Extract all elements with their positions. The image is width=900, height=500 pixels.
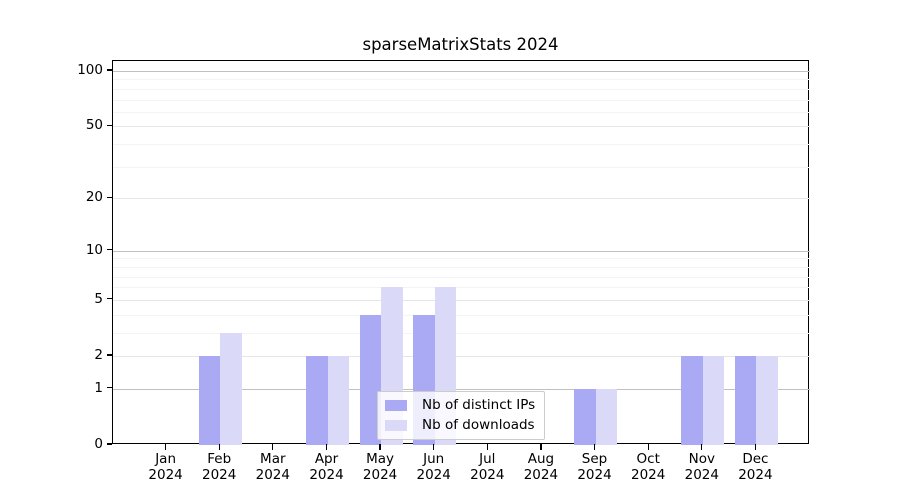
gridline-minor-30 <box>113 166 810 168</box>
x-tick-label-jul: Jul 2024 <box>470 451 505 483</box>
y-tick-mark-1 <box>106 387 112 389</box>
gridline-major-20 <box>113 198 810 200</box>
y-tick-label-100: 100 <box>77 62 103 78</box>
legend: Nb of distinct IPs Nb of downloads <box>377 391 546 440</box>
gridline-major-5 <box>113 299 810 301</box>
x-tick-mark-apr <box>325 444 328 450</box>
y-tick-label-20: 20 <box>85 189 103 206</box>
x-tick-label-apr: Apr 2024 <box>309 451 344 483</box>
x-tick-mark-jan <box>165 444 167 450</box>
y-tick-mark-10 <box>106 249 112 251</box>
x-tick-mark-jun <box>433 444 435 450</box>
bar-dec-distinct-ips <box>734 356 757 445</box>
gridline-minor-4 <box>113 314 810 316</box>
y-tick-label-0: 0 <box>94 436 103 452</box>
gridline-minor-6 <box>113 287 810 289</box>
x-tick-label-jun: Jun 2024 <box>416 451 451 483</box>
gridline-minor-40 <box>113 144 810 146</box>
x-tick-label-mar: Mar 2024 <box>255 451 290 483</box>
legend-item-downloads: Nb of downloads <box>385 416 535 434</box>
y-tick-mark-5 <box>106 298 112 300</box>
bar-may-distinct-ips <box>359 314 382 445</box>
x-tick-label-aug: Aug 2024 <box>523 451 559 483</box>
x-tick-label-oct: Oct 2024 <box>631 451 666 483</box>
y-tick-label-5: 5 <box>94 290 103 307</box>
x-tick-mark-dec <box>754 444 756 450</box>
gridline-major-1 <box>113 388 810 390</box>
legend-swatch-distinct-ips-icon <box>385 399 407 411</box>
y-tick-mark-100 <box>106 69 112 71</box>
x-tick-mark-feb <box>218 444 220 450</box>
gridline-minor-70 <box>113 99 810 101</box>
gridline-minor-3 <box>113 332 810 334</box>
gridline-major-10 <box>113 250 810 252</box>
y-tick-label-50: 50 <box>85 117 103 134</box>
gridline-minor-9 <box>113 258 810 260</box>
x-tick-mark-sep <box>593 444 596 450</box>
y-tick-mark-2 <box>106 354 112 356</box>
bar-feb-distinct-ips <box>198 356 221 445</box>
bar-sep-distinct-ips <box>574 388 596 445</box>
x-tick-mark-may <box>379 444 381 450</box>
x-tick-mark-oct <box>647 444 649 450</box>
x-tick-mark-nov <box>701 444 703 450</box>
x-tick-label-nov: Nov 2024 <box>684 451 719 483</box>
y-tick-mark-0 <box>106 443 112 445</box>
y-tick-label-2: 2 <box>94 347 103 363</box>
gridline-minor-8 <box>113 266 810 268</box>
y-tick-label-10: 10 <box>85 241 103 258</box>
bar-feb-downloads <box>220 332 242 445</box>
bar-sep-downloads <box>595 388 617 445</box>
legend-label-downloads: Nb of downloads <box>422 417 535 433</box>
bar-apr-downloads <box>327 356 349 445</box>
gridline-minor-90 <box>113 79 810 81</box>
gridline-minor-60 <box>113 111 810 113</box>
gridline-minor-80 <box>113 88 810 90</box>
chart-title: sparseMatrixStats 2024 <box>362 35 559 54</box>
gridline-major-100 <box>113 71 810 72</box>
plot-area <box>112 60 810 445</box>
x-tick-label-feb: Feb 2024 <box>202 451 237 483</box>
gridline-major-2 <box>113 356 810 357</box>
bar-dec-downloads <box>756 356 778 445</box>
legend-item-distinct-ips: Nb of distinct IPs <box>385 396 535 414</box>
legend-swatch-downloads-icon <box>385 419 407 431</box>
y-tick-label-1: 1 <box>94 379 103 396</box>
x-tick-label-jan: Jan 2024 <box>148 451 183 483</box>
y-tick-mark-20 <box>106 196 112 198</box>
gridline-minor-7 <box>113 276 810 278</box>
x-tick-mark-jul <box>486 444 488 450</box>
x-tick-mark-mar <box>272 444 274 450</box>
x-tick-label-may: May 2024 <box>362 451 398 483</box>
x-tick-label-dec: Dec 2024 <box>738 451 773 483</box>
plot-inner <box>113 61 810 445</box>
x-tick-label-sep: Sep 2024 <box>577 451 612 483</box>
gridline-major-50 <box>113 126 810 128</box>
x-tick-mark-aug <box>540 444 542 450</box>
y-tick-mark-50 <box>106 124 112 126</box>
legend-label-distinct-ips: Nb of distinct IPs <box>422 397 536 413</box>
bar-nov-downloads <box>702 356 725 445</box>
bar-nov-distinct-ips <box>681 356 703 445</box>
bar-apr-distinct-ips <box>306 356 328 445</box>
